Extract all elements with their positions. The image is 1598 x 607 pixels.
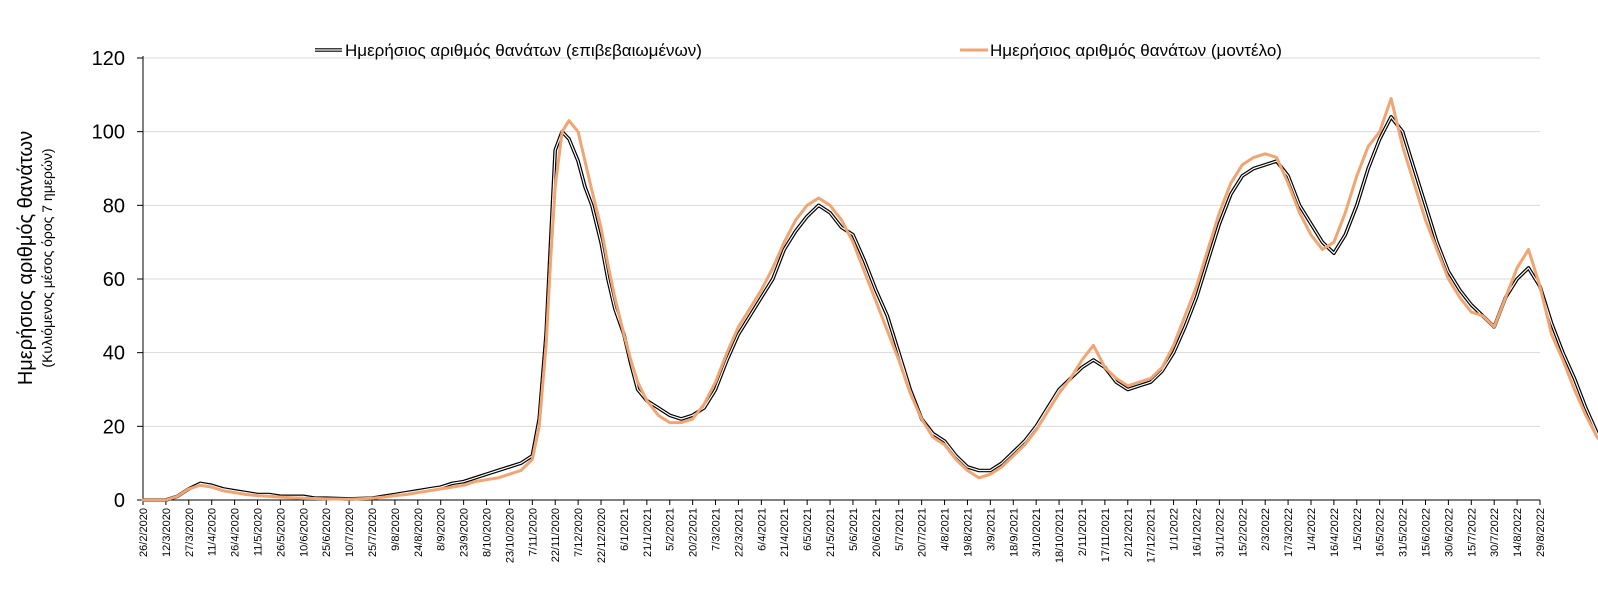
x-tick-label: 18/9/2021 [1008,508,1020,557]
x-tick-label: 19/8/2021 [962,508,974,557]
y-tick-label: 20 [103,416,125,438]
x-tick-label: 2/12/2021 [1123,508,1135,557]
x-tick-label: 10/6/2020 [298,508,310,557]
y-axis-label: Ημερήσιος αριθμός θανάτων (Κυλιόμενος μέ… [15,131,55,385]
x-tick-label: 3/10/2021 [1031,508,1043,557]
x-tick-label: 7/3/2021 [711,508,723,551]
x-tick-label: 16/5/2022 [1375,508,1387,557]
series-layer [141,97,1598,502]
x-tick-label: 31/5/2022 [1398,508,1410,557]
x-tick-label: 21/4/2021 [779,508,791,557]
legend: Ημερήσιος αριθμός θανάτων (επιβεβαιωμένω… [315,41,1282,60]
x-tick-label: 15/7/2022 [1466,508,1478,557]
x-tick-label: 6/5/2021 [802,508,814,551]
x-tick-label: 11/5/2020 [253,508,265,556]
x-tick-label: 16/1/2022 [1191,508,1203,557]
gridlines [143,57,1540,427]
x-axis: 26/2/2020 12/3/2020 27/3/2020 11/4/2020 26/4… [138,499,1547,563]
x-tick-label: 21/5/2021 [825,508,837,557]
y-axis: 0 20 40 60 80 100 120 [92,48,144,512]
x-tick-label: 26/2/2020 [138,508,150,557]
x-tick-label: 4/8/2021 [940,508,952,551]
x-tick-label: 17/12/2021 [1146,508,1158,563]
x-tick-label: 5/2/2021 [665,508,677,551]
x-tick-label: 20/6/2021 [871,508,883,557]
x-tick-label: 20/2/2021 [688,508,700,557]
x-tick-label: 18/10/2021 [1054,508,1066,563]
y-tick-label: 0 [114,490,125,512]
legend-item-model: Ημερήσιος αριθμός θανάτων (μοντέλο) [960,41,1282,60]
x-tick-label: 12/3/2020 [161,508,173,557]
x-tick-label: 10/7/2020 [344,508,356,557]
x-tick-label: 21/1/2021 [642,508,654,557]
x-tick-label: 5/7/2021 [894,508,906,551]
x-tick-label: 16/4/2022 [1329,508,1341,557]
x-tick-label: 27/3/2020 [184,508,196,557]
series-line-confirmed-outer [143,115,1598,502]
legend-label-confirmed: Ημερήσιος αριθμός θανάτων (επιβεβαιωμένω… [345,41,702,60]
x-tick-label: 11/4/2020 [207,508,219,556]
x-tick-label: 6/1/2021 [619,508,631,551]
x-tick-label: 17/3/2022 [1283,508,1295,557]
y-axis-title: Ημερήσιος αριθμός θανάτων [15,131,37,385]
x-tick-label: 8/9/2020 [436,508,448,551]
x-tick-label: 15/6/2022 [1420,508,1432,557]
series-line-model [141,97,1598,502]
x-tick-label: 23/10/2020 [504,508,516,563]
x-tick-label: 6/4/2021 [756,508,768,551]
legend-label-model: Ημερήσιος αριθμός θανάτων (μοντέλο) [990,41,1282,60]
x-tick-label: 22/3/2021 [733,508,745,557]
y-tick-label: 60 [103,269,125,291]
x-tick-label: 22/11/2020 [550,508,562,562]
y-axis-subtitle: (Κυλιόμενος μέσος όρος 7 ημερών) [39,148,55,367]
series-line-confirmed-inner [143,116,1598,501]
x-tick-label: 5/6/2021 [848,508,860,551]
x-tick-label: 17/11/2021 [1100,508,1112,562]
x-tick-label: 26/4/2020 [230,508,242,557]
x-tick-label: 1/1/2022 [1169,508,1181,551]
x-tick-label: 2/11/2021 [1077,508,1089,556]
x-tick-label: 15/2/2022 [1237,508,1249,557]
x-tick-label: 2/3/2022 [1260,508,1272,551]
y-tick-label: 40 [103,343,125,365]
x-tick-label: 7/12/2020 [573,508,585,557]
x-tick-label: 30/6/2022 [1443,508,1455,557]
x-tick-label: 8/10/2020 [482,508,494,557]
x-tick-label: 22/12/2020 [596,508,608,563]
x-tick-label: 3/9/2021 [985,508,997,551]
x-tick-label: 7/11/2020 [527,508,539,556]
x-tick-label: 30/7/2022 [1489,508,1501,557]
x-tick-label: 24/8/2020 [413,508,425,557]
x-tick-label: 1/4/2022 [1306,508,1318,551]
x-tick-label: 25/7/2020 [367,508,379,557]
x-tick-label: 25/6/2020 [321,508,333,557]
x-tick-label: 26/5/2020 [275,508,287,557]
x-tick-label: 23/9/2020 [459,508,471,557]
x-tick-label: 31/1/2022 [1214,508,1226,557]
x-tick-label: 29/8/2022 [1535,508,1547,557]
x-tick-label: 9/8/2020 [390,508,402,551]
y-tick-label: 80 [103,195,125,217]
y-tick-label: 120 [92,48,125,70]
y-tick-label: 100 [92,122,125,144]
x-tick-label: 1/5/2022 [1352,508,1364,551]
x-tick-label: 20/7/2021 [917,508,929,557]
x-tick-label: 14/8/2022 [1512,508,1524,557]
legend-item-confirmed: Ημερήσιος αριθμός θανάτων (επιβεβαιωμένω… [315,41,702,60]
